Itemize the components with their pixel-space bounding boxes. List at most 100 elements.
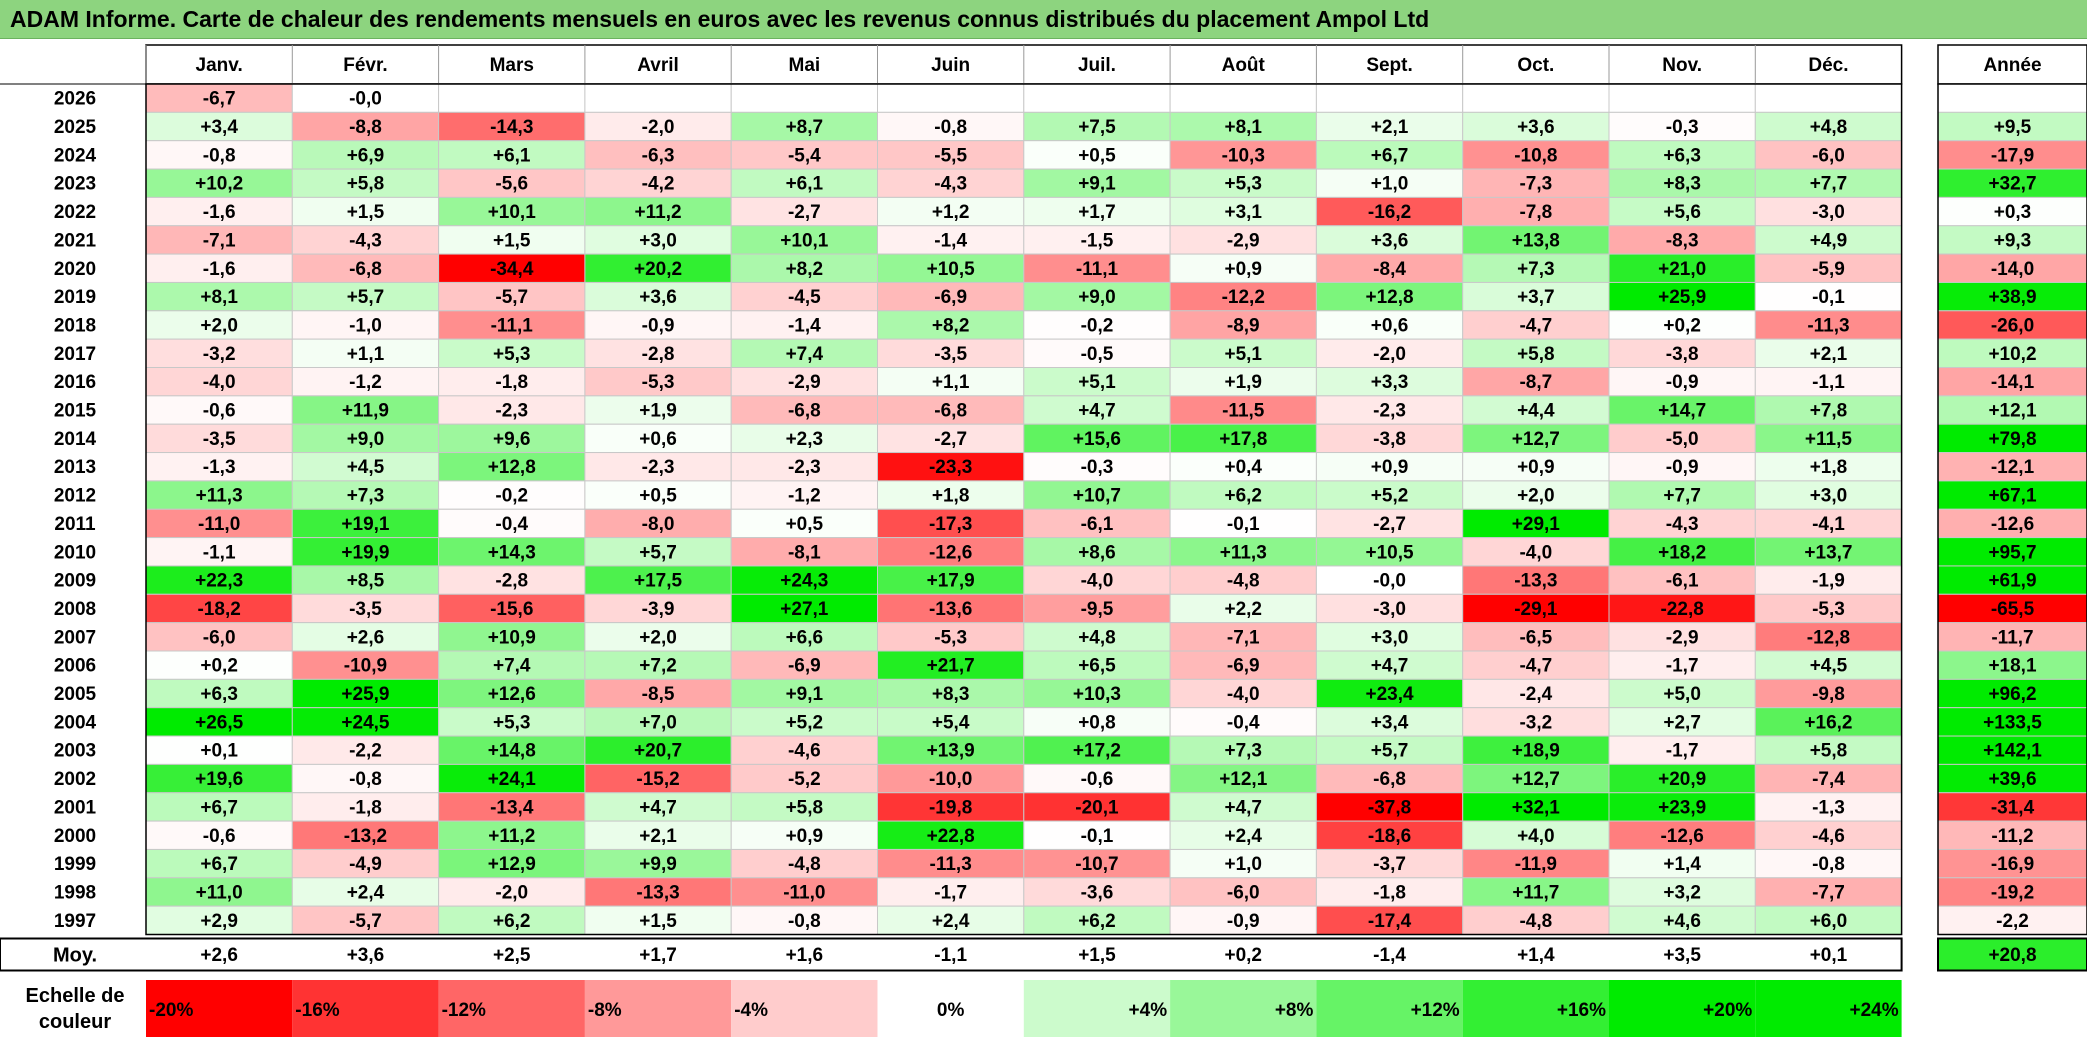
heatmap-cell <box>877 650 1025 680</box>
cell-value: +8,3 <box>932 684 970 705</box>
cell-value: -11,3 <box>1807 315 1849 336</box>
cell-value: +8,2 <box>786 259 824 280</box>
month-header: Oct. <box>1517 55 1554 76</box>
cell-value: +23,4 <box>1366 684 1415 705</box>
cell-value: +4,4 <box>1517 401 1555 422</box>
year-label: 2011 <box>54 514 96 535</box>
cell-value: +4,8 <box>1810 117 1848 138</box>
cell-value: +5,3 <box>493 344 531 365</box>
cell-value: -7,1 <box>1227 627 1260 648</box>
cell-value: +3,4 <box>200 117 238 138</box>
cell-value: +7,7 <box>1663 486 1701 507</box>
heatmap-cell <box>1608 650 1756 680</box>
year-label: 2023 <box>54 174 96 195</box>
heatmap-cell <box>1023 848 1171 879</box>
cell-value: +3,2 <box>1663 882 1701 903</box>
cell-value: -0,3 <box>1081 457 1114 478</box>
average-value: +0,1 <box>1810 945 1848 966</box>
cell-value: +18,2 <box>1658 542 1706 563</box>
cell-value: -17,3 <box>929 514 972 535</box>
scale-swatch <box>877 980 1024 1037</box>
heatmap-cell <box>1754 168 1903 198</box>
annual-cell <box>1937 196 2087 227</box>
cell-value: +0,9 <box>1224 259 1262 280</box>
year-label: 2020 <box>54 259 96 280</box>
cell-value: -5,6 <box>495 174 528 195</box>
cell-value: -6,0 <box>203 627 236 648</box>
heatmap-cell <box>438 480 586 510</box>
cell-value: +3,3 <box>1371 372 1409 393</box>
heatmap-cell <box>291 83 440 113</box>
heatmap-cell <box>877 281 1025 312</box>
cell-value: -0,4 <box>1227 712 1260 733</box>
cell-value: +5,8 <box>1517 344 1555 365</box>
cell-value: -10,9 <box>344 656 387 677</box>
cell-value: +2,9 <box>200 911 238 932</box>
heatmap-cell <box>1462 310 1610 340</box>
heatmap-cell <box>1023 83 1171 113</box>
heatmap-cell <box>438 707 586 737</box>
scale-swatch <box>1462 980 1609 1037</box>
cell-value: +0,2 <box>200 656 238 677</box>
heatmap-cell <box>1315 877 1464 907</box>
cell-value: -4,5 <box>788 287 821 308</box>
heatmap-cell <box>291 480 440 510</box>
annual-cell <box>1937 253 2087 283</box>
year-label: 1998 <box>54 882 96 903</box>
year-label: 2021 <box>54 230 97 251</box>
heatmap-cell <box>1315 537 1464 567</box>
cell-value: -0,8 <box>788 911 821 932</box>
cell-value: +8,1 <box>200 287 238 308</box>
scale-label: -8% <box>588 1000 622 1021</box>
cell-value: -3,2 <box>203 344 236 365</box>
cell-value: -4,7 <box>1519 656 1552 677</box>
heatmap-cell <box>730 140 879 170</box>
annual-value: +67,1 <box>1988 486 2037 507</box>
annual-value: +142,1 <box>1983 741 2042 762</box>
cell-value: -7,3 <box>1519 174 1552 195</box>
cell-value: +1,8 <box>1810 457 1848 478</box>
heatmap-cell <box>584 792 732 822</box>
heatmap-cell <box>1169 650 1317 680</box>
cell-value: -4,2 <box>642 174 675 195</box>
cell-value: -6,3 <box>642 145 675 166</box>
cell-value: -6,8 <box>934 401 967 422</box>
heatmap-cell <box>730 83 879 113</box>
annual-cell <box>1937 310 2087 340</box>
year-label: 2016 <box>54 372 96 393</box>
cell-value: +2,0 <box>200 315 238 336</box>
annual-value: -12,6 <box>1991 514 2034 535</box>
cell-value: -12,6 <box>1660 826 1703 847</box>
annual-cell <box>1937 820 2087 850</box>
cell-value: -14,3 <box>490 117 533 138</box>
cell-value: +1,8 <box>932 486 970 507</box>
cell-value: +11,5 <box>1805 429 1852 450</box>
cell-value: -6,5 <box>1519 627 1552 648</box>
cell-value: +3,6 <box>1517 117 1555 138</box>
heatmap-cell <box>1169 593 1317 624</box>
annual-cell <box>1937 792 2087 822</box>
cell-value: -2,3 <box>1373 401 1406 422</box>
cell-value: +6,7 <box>1371 145 1409 166</box>
cell-value: -7,8 <box>1519 202 1552 223</box>
average-value: +2,6 <box>200 945 238 966</box>
cell-value: +5,2 <box>1371 486 1409 507</box>
month-header: Juin <box>931 55 970 76</box>
annual-cell <box>1937 593 2087 624</box>
heatmap-cell <box>1462 537 1610 567</box>
annual-value: -17,9 <box>1991 145 2034 166</box>
cell-value: -3,7 <box>1373 854 1406 875</box>
heatmap-cell <box>730 310 879 340</box>
cell-value: +13,8 <box>1512 230 1560 251</box>
heatmap-cell <box>1754 111 1903 142</box>
heatmap-cell <box>584 707 732 737</box>
cell-value: -11,3 <box>930 854 972 875</box>
cell-value: -2,0 <box>495 882 528 903</box>
cell-value: +2,1 <box>1371 117 1409 138</box>
cell-value: +5,0 <box>1663 684 1701 705</box>
heatmap-cell <box>291 593 440 624</box>
heatmap-cell <box>1023 281 1171 312</box>
cell-value: -12,8 <box>1807 627 1850 648</box>
heatmap-cell <box>1169 168 1317 198</box>
heatmap-cell <box>438 735 586 765</box>
